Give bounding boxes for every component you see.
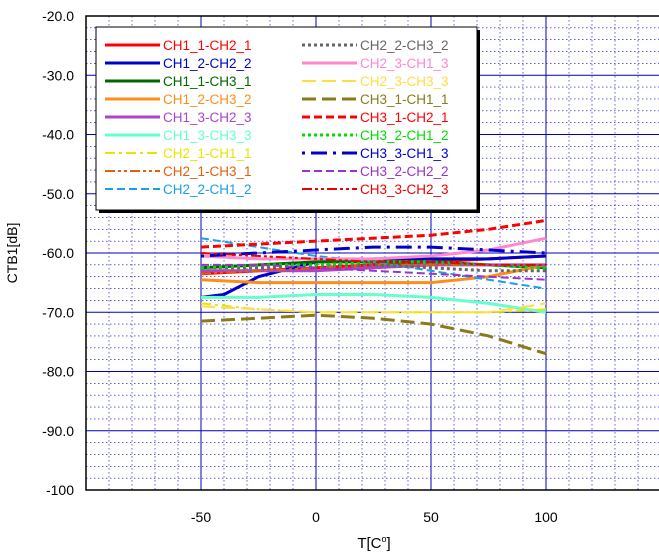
legend-label: CH2_3-CH3_3 (360, 74, 449, 89)
x-axis-label-base: T[C (357, 535, 381, 552)
legend-label: CH1_1-CH2_1 (163, 38, 252, 53)
series-line (200, 263, 546, 275)
x-axis-label-superscript: o (381, 534, 386, 544)
series-line (200, 218, 547, 249)
series-line (201, 293, 547, 314)
y-axis-label: CTB1[dB] (4, 223, 20, 284)
legend-label: CH1_3-CH3_3 (163, 128, 252, 143)
legend-label: CH2_2-CH3_2 (360, 38, 449, 53)
series-line (200, 245, 547, 258)
legend-label: CH3_2-CH1_2 (360, 128, 449, 143)
series-lines (200, 218, 547, 356)
series-line (200, 236, 547, 261)
legend-label: CH3_1-CH1_1 (360, 92, 449, 107)
legend-label: CH2_1-CH1_1 (163, 146, 252, 161)
series-line (200, 302, 547, 314)
legend: CH1_1-CH2_1 CH1_2-CH2_2 CH1_1-CH3_1 CH1_2-C… (95, 26, 480, 213)
legend-label: CH2_1-CH3_1 (163, 164, 252, 179)
y-axis-tick-labels: -20.0 -30.0 -40.0 -50.0 -60.0 -70.0 -80.0 -90.0… (42, 8, 74, 498)
plot-area-border (85, 15, 659, 491)
legend-label: CH1_1-CH3_1 (163, 74, 252, 89)
x-tick-label: 0 (312, 509, 320, 525)
legend-label: CH2_2-CH1_2 (163, 182, 252, 197)
legend-label: CH3_2-CH2_2 (360, 164, 449, 179)
legend-label: CH3_3-CH1_3 (360, 146, 449, 161)
y-tick-label: -100 (46, 482, 74, 498)
legend-label: CH3_1-CH2_1 (360, 110, 449, 125)
y-tick-label: -30.0 (42, 67, 74, 83)
x-axis-tick-labels: -50 0 50 100 (191, 509, 558, 525)
y-tick-label: -90.0 (42, 423, 74, 439)
series-line (200, 313, 547, 356)
series-line (200, 237, 547, 290)
legend-label: CH3_3-CH2_3 (360, 182, 449, 197)
x-axis-label-tail: ] (387, 535, 391, 552)
x-tick-label: 50 (423, 509, 439, 525)
legend-label: CH1_3-CH2_3 (163, 110, 252, 125)
y-tick-label: -70.0 (42, 304, 74, 320)
y-tick-label: -80.0 (42, 364, 74, 380)
legend-label: CH1_2-CH3_2 (163, 92, 252, 107)
x-axis-label: T[Co] (357, 534, 390, 552)
series-line (200, 263, 547, 285)
y-tick-label: -50.0 (42, 186, 74, 202)
y-tick-label: -40.0 (42, 127, 74, 143)
series-line (201, 263, 547, 281)
x-tick-label: 100 (534, 509, 558, 525)
series-line (200, 252, 546, 266)
legend-label: CH1_2-CH2_2 (163, 56, 252, 71)
legend-label: CH2_3-CH1_3 (360, 56, 449, 71)
y-tick-label: -20.0 (42, 8, 74, 24)
x-tick-label: -50 (191, 509, 211, 525)
y-tick-label: -60.0 (42, 245, 74, 261)
